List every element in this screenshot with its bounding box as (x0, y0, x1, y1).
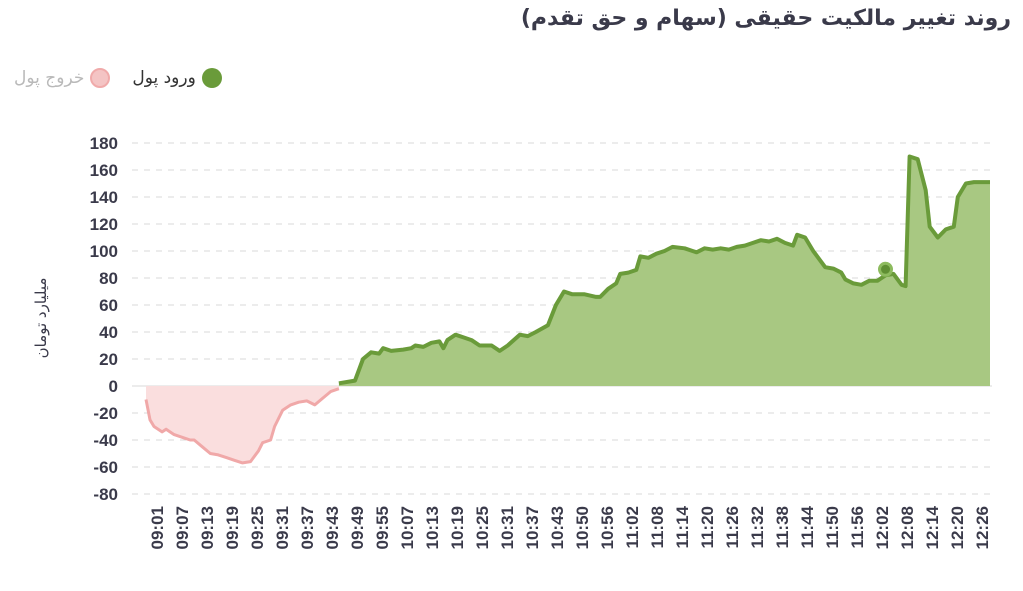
x-tick-label: 10:56 (598, 506, 617, 549)
y-tick-label: 40 (99, 323, 118, 342)
chart-title: روند تغییر مالکیت حقیقی (سهام و حق تقدم) (520, 6, 1011, 31)
x-tick-label: 11:50 (823, 506, 842, 549)
x-tick-label: 11:26 (723, 506, 742, 549)
x-tick-label: 12:26 (973, 506, 992, 549)
data-point-marker (878, 261, 894, 277)
x-tick-label: 09:37 (298, 506, 317, 549)
y-tick-label: -80 (93, 485, 118, 504)
series-area-fill (146, 386, 339, 463)
x-tick-label: 10:31 (498, 506, 517, 549)
y-axis-ticks: 180 160 140 120 100 80 60 40 20 0 -20 -40 -60 -80 (90, 134, 118, 504)
x-tick-label: 12:20 (948, 506, 967, 549)
x-tick-label: 12:08 (898, 506, 917, 549)
legend-outflow-dot-icon (90, 68, 111, 88)
x-tick-label: 09:07 (173, 506, 192, 549)
x-tick-label: 10:50 (573, 506, 592, 549)
series-line (144, 387, 340, 465)
x-axis-ticks: 09:01 09:07 09:13 09:19 09:25 09:31 09:37 09:43… (148, 505, 992, 549)
x-tick-label: 11:56 (848, 506, 867, 549)
x-tick-label: 12:14 (923, 505, 942, 549)
legend-item-outflow[interactable]: خروج پول (14, 68, 111, 88)
x-tick-label: 11:08 (648, 506, 667, 549)
y-tick-label: 80 (99, 269, 118, 288)
legend: ورود پول خروج پول (14, 68, 222, 88)
x-tick-label: 11:44 (798, 505, 817, 548)
y-tick-label: -60 (93, 458, 118, 477)
x-tick-label: 10:25 (473, 506, 492, 549)
x-tick-label: 11:32 (748, 506, 767, 549)
x-tick-label: 10:37 (523, 506, 542, 549)
y-tick-label: 120 (90, 215, 118, 234)
series-areas (144, 154, 990, 465)
legend-outflow-label: خروج پول (14, 68, 85, 88)
legend-inflow-dot-icon (201, 68, 222, 88)
y-tick-label: 20 (99, 350, 118, 369)
y-tick-label: 180 (90, 134, 118, 153)
x-tick-label: 09:19 (223, 506, 242, 549)
legend-item-inflow[interactable]: ورود پول (132, 68, 222, 88)
x-tick-label: 09:13 (198, 506, 217, 549)
x-tick-label: 09:49 (348, 506, 367, 549)
legend-inflow-label: ورود پول (132, 68, 196, 88)
y-tick-label: -40 (93, 431, 118, 450)
x-tick-label: 10:19 (448, 506, 467, 549)
x-tick-label: 11:02 (623, 506, 642, 549)
x-tick-label: 11:38 (773, 506, 792, 549)
x-tick-label: 10:07 (398, 506, 417, 549)
y-tick-label: 160 (90, 161, 118, 180)
x-tick-label: 09:31 (273, 506, 292, 549)
x-tick-label: 09:01 (148, 506, 167, 549)
y-tick-label: -20 (93, 404, 118, 423)
x-tick-label: 09:55 (373, 506, 392, 549)
x-tick-label: 09:25 (248, 506, 267, 549)
y-axis-label: میلیارد تومان (32, 278, 50, 359)
x-tick-label: 09:43 (323, 506, 342, 549)
x-tick-label: 12:02 (873, 506, 892, 549)
y-tick-label: 140 (90, 188, 118, 207)
y-tick-label: 100 (90, 242, 118, 261)
x-tick-label: 10:43 (548, 506, 567, 549)
series-area-fill (338, 156, 990, 386)
x-tick-label: 10:13 (423, 506, 442, 549)
x-tick-label: 11:14 (673, 505, 692, 548)
x-tick-label: 11:20 (698, 506, 717, 549)
y-tick-label: 0 (109, 377, 118, 396)
y-tick-label: 60 (99, 296, 118, 315)
